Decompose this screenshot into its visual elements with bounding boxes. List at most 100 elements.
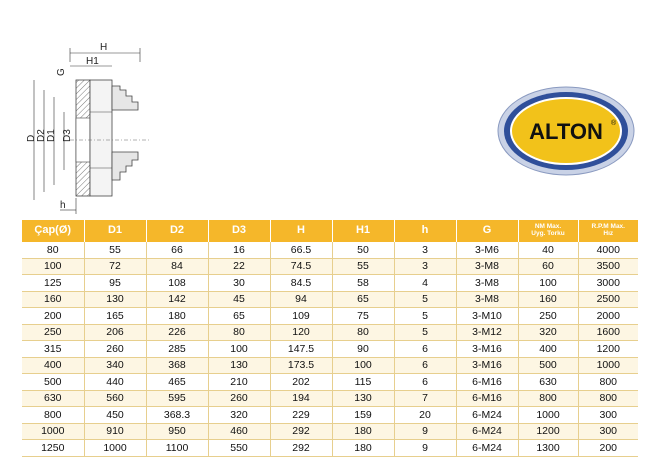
cell-d2: 595 [146, 390, 209, 407]
label-d: D [26, 135, 37, 142]
cell-d2: 66 [146, 242, 209, 259]
cell-nm: 1200 [518, 423, 579, 440]
table-row: 315 260 285 100 147.5 90 6 3-M16 400 1200 [22, 340, 638, 358]
table-row: 160 130 142 45 94 65 5 3-M8 160 2500 [22, 291, 638, 308]
cell-h_small: 6 [394, 340, 457, 358]
cell-nm: 100 [518, 274, 579, 292]
label-g: G [56, 68, 67, 76]
cell-h1: 130 [332, 390, 395, 407]
cell-g: 6-M24 [456, 423, 519, 440]
cell-d3: 130 [208, 357, 271, 374]
label-h1: H1 [86, 56, 99, 67]
cell-h_small: 6 [394, 357, 457, 374]
cell-h_big: 292 [270, 423, 333, 440]
alton-logo: ALTON ® [497, 86, 635, 176]
cell-h1: 180 [332, 439, 395, 457]
table-row: 100 72 84 22 74.5 55 3 3-M8 60 3500 [22, 258, 638, 275]
cell-nm: 1300 [518, 439, 579, 457]
header-g: G [456, 220, 519, 242]
cell-h1: 159 [332, 406, 395, 424]
header-rpm: R.P.M Max. Hız [578, 220, 638, 242]
cell-h1: 80 [332, 324, 395, 341]
label-d2: D2 [36, 129, 47, 142]
cell-d3: 210 [208, 373, 271, 391]
cell-d3: 550 [208, 439, 271, 457]
cell-d1: 165 [84, 307, 147, 325]
header-h_small: h [394, 220, 457, 242]
cell-nm: 160 [518, 291, 579, 308]
cell-d3: 16 [208, 242, 271, 259]
logo-registered-mark: ® [611, 119, 617, 127]
cell-d1: 910 [84, 423, 147, 440]
cell-d2: 142 [146, 291, 209, 308]
cell-rpm: 2500 [578, 291, 638, 308]
cell-h_big: 109 [270, 307, 333, 325]
cell-h_small: 3 [394, 242, 457, 259]
cell-g: 6-M24 [456, 439, 519, 457]
cell-g: 3-M6 [456, 242, 519, 259]
cell-d2: 285 [146, 340, 209, 358]
cell-d2: 1100 [146, 439, 209, 457]
logo-text: ALTON [529, 119, 603, 144]
cell-cap: 630 [22, 390, 85, 407]
table-row: 200 165 180 65 109 75 5 3-M10 250 2000 [22, 307, 638, 325]
cell-rpm: 3000 [578, 274, 638, 292]
cell-d3: 65 [208, 307, 271, 325]
cell-g: 3-M8 [456, 291, 519, 308]
cell-h_small: 4 [394, 274, 457, 292]
cell-rpm: 1600 [578, 324, 638, 341]
cell-h_big: 94 [270, 291, 333, 308]
header-rpm-subtitle: Hız [603, 230, 614, 237]
cell-h1: 115 [332, 373, 395, 391]
cell-d3: 30 [208, 274, 271, 292]
cell-d1: 206 [84, 324, 147, 341]
table-row: 80 55 66 16 66.5 50 3 3-M6 40 4000 [22, 242, 638, 259]
cell-h_small: 5 [394, 291, 457, 308]
cell-cap: 800 [22, 406, 85, 424]
cell-cap: 500 [22, 373, 85, 391]
cell-cap: 1000 [22, 423, 85, 440]
cell-nm: 250 [518, 307, 579, 325]
cell-g: 6-M16 [456, 373, 519, 391]
cell-cap: 315 [22, 340, 85, 358]
header-nm: NM Max. Uyg. Torku [518, 220, 579, 242]
cell-d2: 108 [146, 274, 209, 292]
cell-h_big: 229 [270, 406, 333, 424]
cell-h_big: 120 [270, 324, 333, 341]
cell-rpm: 800 [578, 390, 638, 407]
header-nm-subtitle: Uyg. Torku [531, 230, 565, 237]
cell-d1: 440 [84, 373, 147, 391]
cell-h1: 100 [332, 357, 395, 374]
label-d1: D1 [46, 129, 57, 142]
header-rpm-title: R.P.M Max. [591, 223, 625, 231]
cell-g: 3-M16 [456, 357, 519, 374]
cell-d3: 260 [208, 390, 271, 407]
header-d3: D3 [208, 220, 271, 242]
cell-d1: 450 [84, 406, 147, 424]
cell-d3: 460 [208, 423, 271, 440]
cell-cap: 125 [22, 274, 85, 292]
cell-h1: 75 [332, 307, 395, 325]
cell-nm: 800 [518, 390, 579, 407]
header-cap: Çap(Ø) [22, 220, 85, 242]
table-row: 500 440 465 210 202 115 6 6-M16 630 800 [22, 373, 638, 391]
cell-cap: 250 [22, 324, 85, 341]
cell-nm: 400 [518, 340, 579, 358]
table-body: 80 55 66 16 66.5 50 3 3-M6 40 4000 100 72 84 22 74.5 55… [22, 242, 638, 457]
cell-nm: 40 [518, 242, 579, 259]
cell-cap: 100 [22, 258, 85, 275]
cell-h_small: 9 [394, 423, 457, 440]
cell-rpm: 1200 [578, 340, 638, 358]
cell-d2: 180 [146, 307, 209, 325]
cell-h_small: 20 [394, 406, 457, 424]
header-h1: H1 [332, 220, 395, 242]
table-row: 250 206 226 80 120 80 5 3-M12 320 1600 [22, 324, 638, 341]
cell-cap: 200 [22, 307, 85, 325]
cell-h_small: 9 [394, 439, 457, 457]
cell-g: 3-M10 [456, 307, 519, 325]
table-row: 1000 910 950 460 292 180 9 6-M24 1200 300 [22, 423, 638, 440]
cell-rpm: 1000 [578, 357, 638, 374]
cell-d1: 55 [84, 242, 147, 259]
cell-cap: 400 [22, 357, 85, 374]
header-h_big: H [270, 220, 333, 242]
